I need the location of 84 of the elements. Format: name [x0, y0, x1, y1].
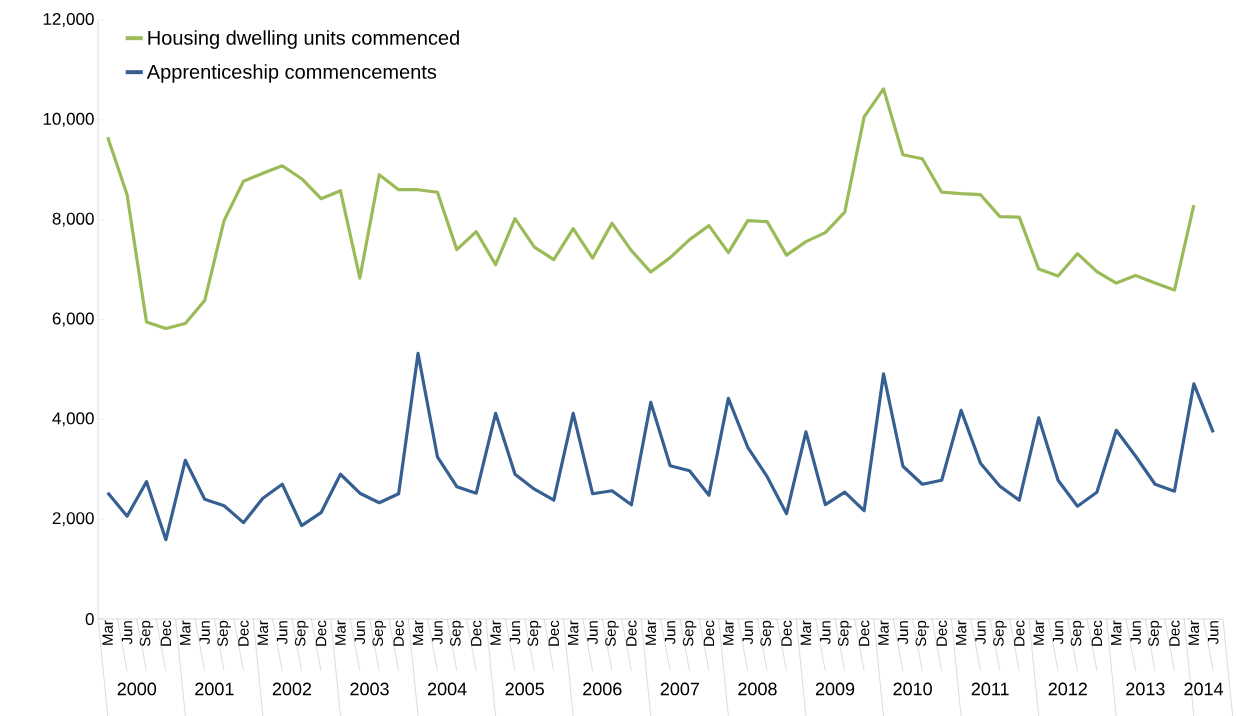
x-tick-label: Jun — [897, 621, 909, 645]
legend-label: Housing dwelling units commenced — [148, 30, 459, 49]
x-tick-label: Mar — [102, 620, 113, 645]
x-tick-label: Dec — [548, 620, 560, 646]
x-tick-label: Sep — [837, 620, 852, 647]
y-tick-label: 10,000 — [43, 112, 94, 127]
text: 2002 — [272, 682, 312, 696]
text: 2006 — [583, 682, 622, 696]
x-tick-label: Jun — [742, 621, 753, 645]
x-tick-label: Mar — [723, 620, 734, 645]
text: 2013 — [1126, 682, 1165, 696]
legend-label: Apprenticeship commencements — [146, 64, 437, 83]
x-tick-label: Dec — [936, 620, 947, 646]
x-tick-label: Mar — [878, 620, 889, 645]
x-tick-label: Jun — [820, 621, 831, 645]
text: 2000 — [117, 682, 157, 696]
text: 2001 — [195, 682, 234, 696]
x-tick-label: Sep — [527, 620, 542, 647]
x-tick-label: Dec — [315, 620, 327, 646]
x-tick-label: Dec — [470, 620, 482, 646]
x-tick-label: Sep — [1070, 620, 1085, 647]
x-tick-label: Jun — [587, 621, 598, 645]
x-tick-label: Sep — [760, 620, 774, 647]
x-tick-label: Mar — [800, 620, 812, 645]
x-tick-label: Jun — [277, 621, 288, 645]
x-tick-label: Jun — [1208, 621, 1219, 645]
x-tick-label: Sep — [450, 620, 464, 647]
x-tick-label: Dec — [703, 620, 715, 646]
x-tick-label: Sep — [1148, 620, 1162, 647]
y-tick-label: 8,000 — [52, 212, 94, 227]
x-tick-label: Dec — [1091, 620, 1103, 646]
x-tick-label: Mar — [645, 620, 657, 645]
text: 2007 — [660, 682, 699, 696]
x-tick-label: Jun — [354, 621, 366, 645]
text: 2012 — [1048, 682, 1087, 696]
text: 2003 — [350, 682, 389, 696]
x-tick-label: Mar — [1033, 620, 1044, 645]
y-tick-label: 4,000 — [52, 412, 94, 427]
y-tick-label: 0 — [85, 612, 94, 626]
text: 2009 — [815, 682, 855, 696]
x-tick-label: Dec — [160, 620, 172, 646]
x-tick-label: Sep — [605, 620, 619, 647]
x-tick-label: Dec — [858, 620, 870, 646]
x-tick-label: Mar — [335, 620, 346, 645]
y-tick-label: 2,000 — [52, 512, 94, 527]
y-tick-label: 6,000 — [52, 312, 94, 327]
y-tick-label: 12,000 — [43, 12, 94, 28]
x-tick-label: Mar — [257, 620, 269, 645]
x-tick-label: Mar — [490, 620, 501, 645]
x-tick-label: Jun — [1130, 621, 1141, 645]
x-tick-label: Sep — [915, 620, 930, 647]
x-tick-label: Mar — [1188, 620, 1200, 645]
x-tick-label: Mar — [1111, 620, 1122, 645]
x-tick-label: Dec — [1014, 620, 1025, 646]
x-tick-label: Jun — [432, 621, 443, 645]
x-tick-label: Sep — [217, 620, 231, 647]
text: 2010 — [893, 682, 932, 696]
x-tick-label: Dec — [393, 620, 404, 646]
x-tick-label: Sep — [372, 620, 387, 647]
x-tick-label: Sep — [139, 620, 154, 647]
x-tick-label: Jun — [1052, 621, 1064, 645]
x-tick-label: Mar — [412, 620, 424, 645]
text: 2008 — [738, 682, 777, 696]
x-tick-label: Sep — [993, 620, 1007, 647]
text: 2014 — [1184, 682, 1224, 696]
x-tick-label: Jun — [509, 621, 521, 645]
x-tick-label: Jun — [199, 621, 210, 645]
line-series — [106, 87, 1196, 331]
line-series — [106, 351, 1215, 542]
x-tick-label: Jun — [121, 621, 133, 645]
x-tick-label: Dec — [238, 620, 249, 646]
x-tick-label: Sep — [682, 620, 697, 647]
x-tick-label: Mar — [180, 620, 191, 645]
x-tick-label: Jun — [664, 621, 676, 645]
x-tick-label: Mar — [567, 620, 579, 645]
x-tick-label: Jun — [975, 621, 986, 645]
text: 2005 — [505, 682, 544, 696]
x-tick-label: Sep — [294, 620, 309, 647]
x-tick-label: Dec — [626, 620, 637, 646]
x-tick-label: Dec — [1169, 620, 1180, 646]
text: 2011 — [971, 682, 1009, 696]
text: 2004 — [428, 682, 467, 696]
x-tick-label: Dec — [781, 620, 792, 646]
x-tick-label: Mar — [955, 620, 967, 645]
